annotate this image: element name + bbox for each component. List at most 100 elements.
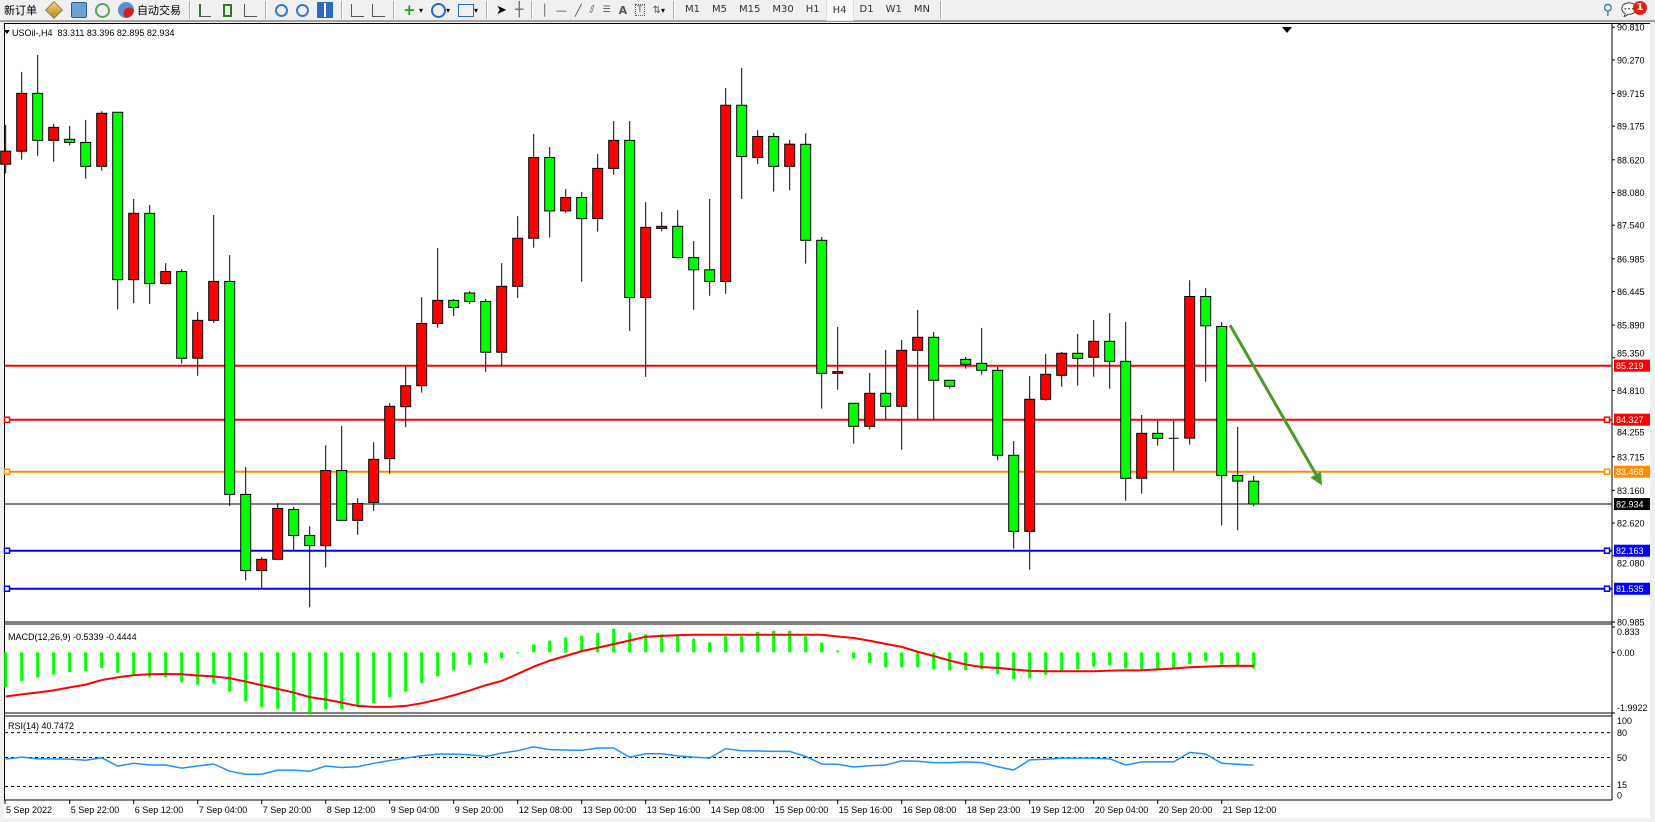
time-label: 15 Sep 16:00 [839,805,893,815]
search-button[interactable]: ⚲ [1599,0,1617,20]
candle [848,402,860,444]
macd-histogram-bar [548,640,552,653]
line-handle[interactable] [3,547,11,554]
candlestick-button[interactable] [215,0,240,20]
line-handle[interactable] [3,585,11,592]
period-h4[interactable]: H4 [825,0,854,21]
templates-button[interactable]: ▾ [454,0,482,20]
chart-shift-marker-icon[interactable] [1282,27,1292,33]
autoscroll-button[interactable] [368,0,389,20]
text-label-button[interactable]: T [631,0,649,20]
price-tick-label: 84.255 [1617,428,1645,438]
trend-arrow[interactable] [1228,324,1322,486]
candle [416,297,428,393]
period-m1[interactable]: M1 [685,3,701,15]
period-m5[interactable]: M5 [712,3,728,15]
candle [736,68,748,199]
cursor-button[interactable]: ➤ [492,0,511,20]
candle [1120,321,1132,501]
data-window-button[interactable] [67,0,91,20]
line-handle[interactable] [3,416,11,423]
line-handle[interactable] [1603,468,1611,475]
candle-body-up [416,323,428,387]
candle [400,366,412,428]
price-tick-label: 82.620 [1617,519,1645,529]
candle-body-down [704,269,716,282]
equidistant-channel-button[interactable]: ⫽ [586,0,599,20]
new-chart-button[interactable]: + ▾ [403,1,424,19]
macd-histogram-bar [804,636,808,653]
candle [176,269,188,364]
candle [784,140,796,191]
time-label: 20 Sep 04:00 [1095,805,1149,815]
time-label: 9 Sep 04:00 [391,805,440,815]
crosshair-button[interactable]: ┼ [511,0,527,20]
new-order-button[interactable]: 新订单 [0,0,41,20]
fibonacci-button[interactable]: ☰ [599,0,615,20]
arrows-button[interactable]: ⇅ ▾ [652,4,666,16]
macd-histogram-bar [68,652,72,673]
trendline-button[interactable]: ╱ [571,0,586,20]
candle-body-up [0,150,12,165]
horizontal-lines[interactable] [3,364,1613,592]
line-handle[interactable] [1603,416,1611,423]
trendline-icon: ╱ [575,3,582,17]
candle [656,211,668,232]
period-m30[interactable]: M30 [772,3,794,15]
autotrading-button[interactable]: 自动交易 [114,0,185,20]
candle [1056,351,1068,387]
candle [640,202,652,377]
signals-button[interactable] [91,0,114,20]
text-button[interactable]: A [615,0,632,20]
candle-body-down [144,212,156,284]
zoom-out-icon [296,3,309,17]
candle [144,204,156,304]
macd-histogram-bar [932,652,936,670]
zoom-out-button[interactable] [292,0,313,20]
macd-histogram-bar [740,636,744,653]
period-m15[interactable]: M15 [739,3,761,15]
autoscroll-icon [372,3,385,17]
candle-body-up [160,271,172,284]
candle [352,498,364,535]
candle [496,263,508,366]
line-handle[interactable] [3,468,11,475]
candle [112,111,124,310]
candle-body-up [528,157,540,239]
chart-element [0,818,1655,822]
candle-body-down [224,280,236,495]
chart-shift-button[interactable] [347,0,368,20]
autotrading-label: 自动交易 [137,4,181,17]
candle [1216,322,1228,526]
tile-windows-button[interactable] [313,0,337,20]
periodicity-button[interactable]: ▾ [427,0,454,20]
chat-button[interactable]: 💬 1 [1617,0,1655,20]
candle [688,241,700,310]
vertical-line-button[interactable]: │ [537,0,552,20]
line-handle[interactable] [1603,585,1611,592]
candle-body-up [784,143,796,167]
candle [960,356,972,369]
candle-body-down [240,493,252,572]
signals-icon [95,2,110,18]
bar-chart-button[interactable] [195,0,215,20]
period-mn[interactable]: MN [913,3,930,15]
period-d1[interactable]: D1 [859,3,874,15]
period-w1[interactable]: W1 [885,3,902,15]
macd-histogram-bar [1188,652,1192,665]
price-tick-label: 88.620 [1617,155,1645,165]
horizontal-line-button[interactable]: — [552,0,571,20]
zoom-in-button[interactable] [271,0,292,20]
candle [464,291,476,304]
line-handle[interactable] [1603,547,1611,554]
search-icon: ⚲ [1602,2,1613,18]
line-chart-button[interactable] [240,0,261,20]
candle-body-down [880,392,892,407]
rsi-tick-label: 80 [1617,728,1627,738]
macd-histogram-bar [980,652,984,670]
candle [272,503,284,560]
macd-histogram-bar [308,652,312,713]
horizontal-line-icon: — [556,3,568,17]
period-h1[interactable]: H1 [805,3,820,15]
